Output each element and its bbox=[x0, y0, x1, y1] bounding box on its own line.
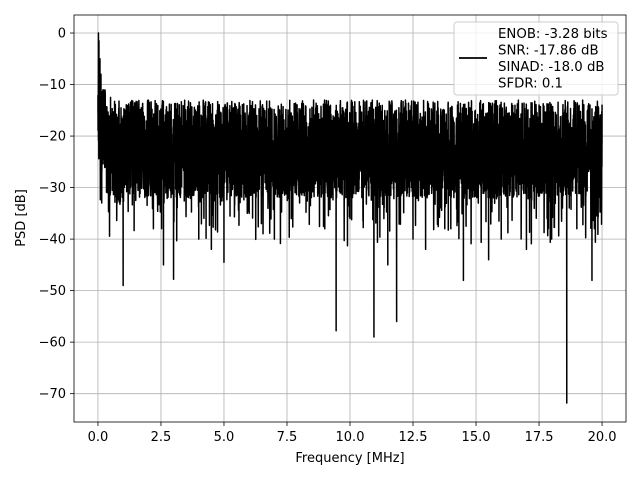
x-tick-label: 20.0 bbox=[588, 430, 617, 445]
x-tick-label: 2.5 bbox=[151, 430, 172, 445]
y-axis-label: PSD [dB] bbox=[14, 189, 29, 247]
y-tick-label: −10 bbox=[39, 78, 66, 93]
y-tick-label: −50 bbox=[39, 284, 66, 299]
x-tick-label: 0.0 bbox=[88, 430, 109, 445]
y-tick-label: −70 bbox=[39, 387, 66, 402]
x-tick-label: 10.0 bbox=[336, 430, 365, 445]
legend-entry-line-2: SNR: -17.86 dB bbox=[498, 44, 599, 59]
x-axis-label: Frequency [MHz] bbox=[295, 451, 404, 466]
x-tick-label: 5.0 bbox=[214, 430, 235, 445]
data-layer bbox=[97, 32, 603, 404]
x-tick-label: 15.0 bbox=[462, 430, 491, 445]
x-tick-label: 12.5 bbox=[399, 430, 428, 445]
psd-trace bbox=[97, 32, 603, 404]
x-tick-label: 7.5 bbox=[277, 430, 298, 445]
legend-entry-line-4: SFDR: 0.1 bbox=[498, 77, 563, 92]
y-tick-label: −60 bbox=[39, 336, 66, 351]
y-tick-label: −40 bbox=[39, 233, 66, 248]
legend-entry-line-1: ENOB: -3.28 bits bbox=[498, 27, 608, 42]
y-axis-ticks: 0 −10 −20 −30 −40 −50 −60 −70 bbox=[39, 27, 74, 402]
y-tick-label: −20 bbox=[39, 130, 66, 145]
legend-box bbox=[453, 21, 619, 96]
y-tick-label: −30 bbox=[39, 181, 66, 196]
y-tick-label: 0 bbox=[58, 27, 66, 42]
x-axis-ticks: 0.0 2.5 5.0 7.5 10.0 12.5 15.0 17.5 20.0 bbox=[88, 422, 617, 445]
legend-entry-line-3: SINAD: -18.0 dB bbox=[498, 60, 605, 75]
x-tick-label: 17.5 bbox=[525, 430, 554, 445]
legend: ENOB: -3.28 bits SNR: -17.86 dB SINAD: -… bbox=[453, 21, 619, 96]
